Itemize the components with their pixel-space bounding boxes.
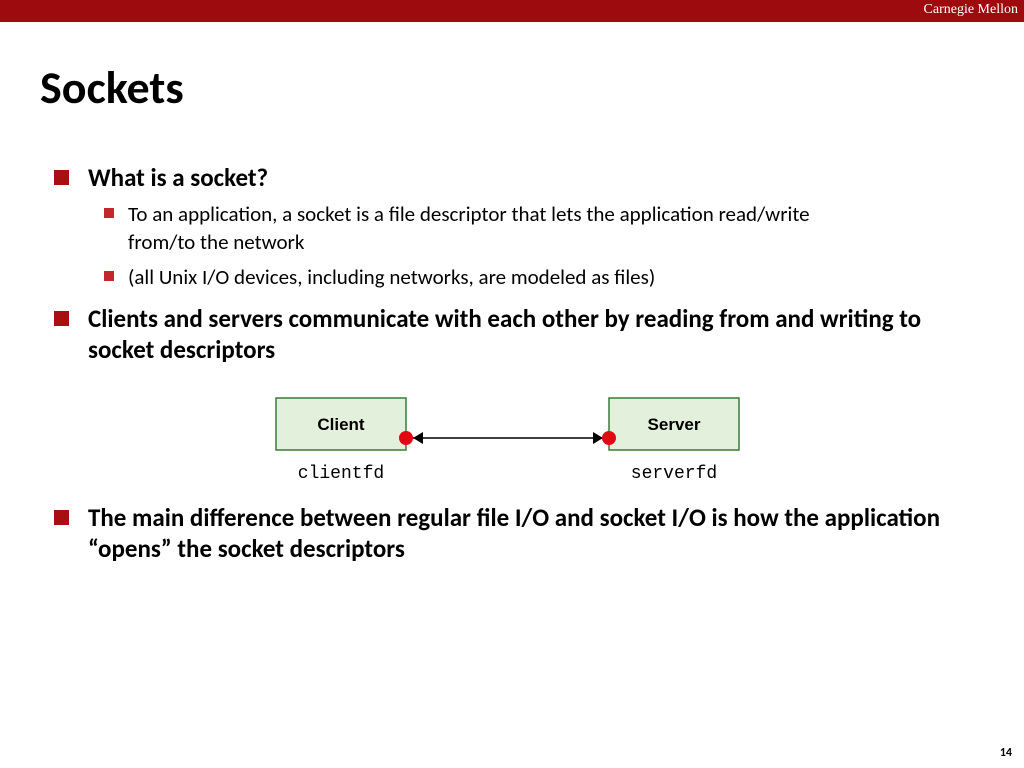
svg-text:Server: Server — [647, 415, 700, 434]
top-bar: Carnegie Mellon — [0, 0, 1024, 22]
bullet-what-is-socket: What is a socket? — [48, 162, 968, 193]
slide: Carnegie Mellon Sockets What is a socket… — [0, 0, 1024, 768]
bullet-main-difference: The main difference between regular file… — [48, 502, 968, 565]
svg-text:clientfd: clientfd — [297, 464, 383, 484]
brand-label: Carnegie Mellon — [924, 2, 1018, 18]
diagram-container: Client clientfd Server serverfd — [48, 390, 968, 490]
bullet-clients-servers: Clients and servers communicate with eac… — [48, 303, 968, 366]
svg-text:Client: Client — [317, 415, 365, 434]
socket-diagram: Client clientfd Server serverfd — [251, 390, 766, 490]
svg-text:serverfd: serverfd — [630, 464, 716, 484]
subbullet-fd-desc: To an application, a socket is a file de… — [48, 201, 868, 256]
slide-title: Sockets — [40, 60, 184, 116]
page-number: 14 — [1000, 746, 1012, 760]
subbullet-unix-io: (all Unix I/O devices, including network… — [48, 264, 868, 291]
slide-content: What is a socket? To an application, a s… — [48, 150, 968, 564]
